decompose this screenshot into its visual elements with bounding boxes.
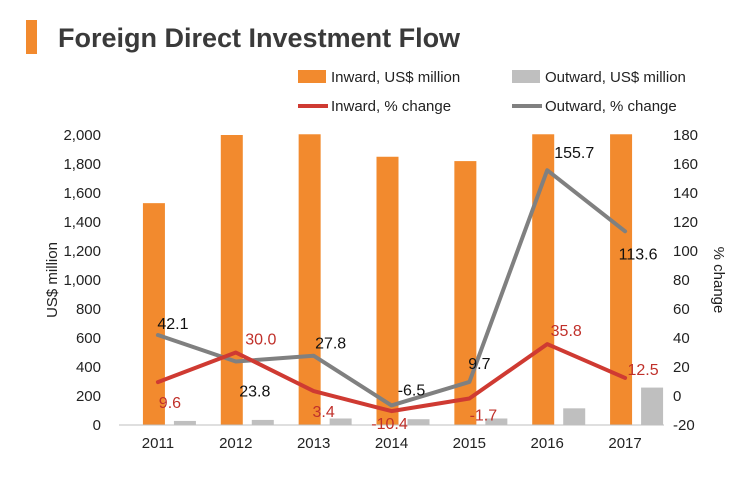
- y-right-tick-label: 140: [673, 185, 698, 202]
- inward-pct-change-line: [155, 342, 628, 414]
- y-left-tick-label: 1,400: [63, 214, 101, 231]
- outward-bar-2015: [485, 418, 508, 425]
- title-accent-bar: [26, 20, 37, 54]
- outward-pct-data-label: 113.6: [619, 246, 658, 263]
- y-left-tick-label: 800: [76, 301, 101, 318]
- outward-pct-data-label: 23.8: [239, 383, 270, 400]
- outward-pct-data-label: 42.1: [157, 316, 188, 333]
- outward-bar-2011: [173, 420, 196, 425]
- inward-bar-2014: [376, 156, 399, 425]
- plot-area: 02004006008001,0001,2001,4001,6001,8002,…: [63, 127, 698, 452]
- y-left-tick-label: 200: [76, 388, 101, 405]
- outward-bar-2017: [641, 387, 664, 425]
- legend-label-outward-bar: Outward, US$ million: [545, 69, 686, 86]
- inward-pct-data-label: -1.7: [470, 407, 498, 424]
- inward-pct-data-label: -10.4: [371, 416, 408, 433]
- outward-pct-data-label: 9.7: [468, 356, 490, 373]
- inward-bar-2013: [298, 134, 321, 425]
- outward-bar-2012: [251, 419, 274, 425]
- y-left-tick-label: 0: [93, 417, 101, 434]
- outward-pct-change-line: [155, 168, 628, 408]
- y-right-tick-label: 20: [673, 359, 690, 376]
- x-tick-label: 2016: [531, 435, 564, 452]
- outward-bar-2014: [407, 419, 430, 425]
- inward-pct-data-label: 12.5: [628, 362, 659, 379]
- inward-bar-2017: [610, 134, 633, 425]
- y-right-tick-label: 120: [673, 214, 698, 231]
- y-right-tick-label: 100: [673, 243, 698, 260]
- inward-pct-data-label: 35.8: [551, 323, 582, 340]
- y-right-tick-label: 0: [673, 388, 681, 405]
- y-right-tick-label: -20: [673, 417, 695, 434]
- x-tick-label: 2017: [608, 435, 641, 452]
- inward-pct-data-label: 30.0: [245, 332, 276, 349]
- legend: Inward, US$ million Outward, US$ million…: [298, 69, 686, 115]
- y-left-tick-label: 600: [76, 330, 101, 347]
- x-tick-label: 2015: [453, 435, 486, 452]
- x-tick-label: 2012: [219, 435, 252, 452]
- outward-pct-data-label: 155.7: [554, 145, 594, 162]
- y-right-tick-label: 180: [673, 127, 698, 144]
- legend-swatch-outward-bar: [512, 70, 540, 83]
- outward-pct-data-label: 27.8: [315, 336, 346, 353]
- y-left-axis-label: US$ million: [44, 242, 61, 318]
- outward-bar-2016: [563, 408, 586, 425]
- y-right-axis-label: % change: [710, 247, 727, 314]
- inward-pct-data-label: 9.6: [159, 395, 181, 412]
- outward-pct-data-label: -6.5: [398, 382, 426, 399]
- x-tick-label: 2013: [297, 435, 330, 452]
- x-tick-label: 2014: [375, 435, 408, 452]
- inward-pct-data-label: 3.4: [313, 404, 335, 421]
- outward-bar-2013: [329, 418, 352, 425]
- y-left-tick-label: 2,000: [63, 127, 101, 144]
- y-right-tick-label: 160: [673, 156, 698, 173]
- inward-bar-2011: [142, 203, 165, 425]
- y-right-tick-label: 60: [673, 301, 690, 318]
- inward-bar-2012: [220, 135, 243, 425]
- legend-label-inward-line: Inward, % change: [331, 98, 451, 115]
- y-left-tick-label: 1,800: [63, 156, 101, 173]
- legend-swatch-inward-bar: [298, 70, 326, 83]
- inward-bar-2015: [454, 161, 477, 425]
- y-left-tick-label: 1,200: [63, 243, 101, 260]
- legend-label-inward-bar: Inward, US$ million: [331, 69, 460, 86]
- y-left-tick-label: 400: [76, 359, 101, 376]
- y-right-tick-label: 40: [673, 330, 690, 347]
- y-left-tick-label: 1,000: [63, 272, 101, 289]
- legend-label-outward-line: Outward, % change: [545, 98, 677, 115]
- y-right-tick-label: 80: [673, 272, 690, 289]
- x-tick-label: 2011: [142, 435, 174, 452]
- y-left-tick-label: 1,600: [63, 185, 101, 202]
- chart-title: Foreign Direct Investment Flow: [58, 23, 461, 53]
